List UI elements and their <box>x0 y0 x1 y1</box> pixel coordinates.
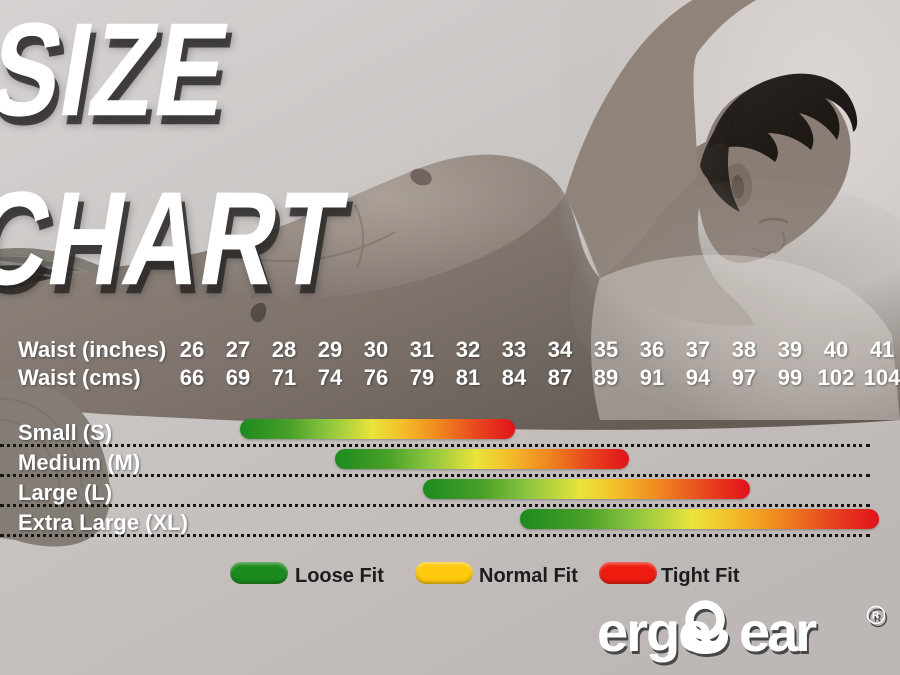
svg-text:ear: ear <box>739 600 816 663</box>
svg-text:R: R <box>872 611 880 622</box>
